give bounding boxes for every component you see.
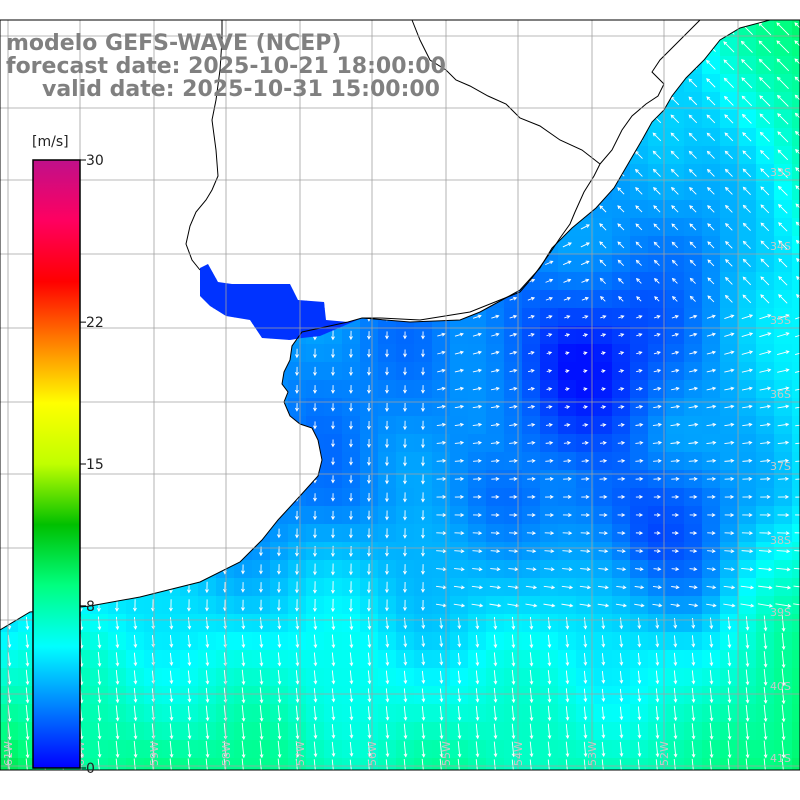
colorbar-tick-label: 8 [86,599,95,615]
title-model: modelo GEFS-WAVE (NCEP) [6,31,341,56]
longitude-label: 55W [440,741,453,766]
latitude-label: 41S [770,752,791,765]
latitude-label: 37S [770,460,791,473]
longitude-label: 56W [366,741,379,766]
colorbar-ticks: 0 8 15 22 30 [80,153,104,777]
colorbar-scale [32,159,81,769]
longitude-label: 61W [2,741,15,766]
latitude-labels: 33S 34S 35S 36S 37S 38S 39S 40S 41S [770,166,791,765]
latitude-label: 34S [770,240,791,253]
colorbar-tick-label: 30 [86,153,104,169]
argentina-border [185,20,223,271]
title-forecast-date: forecast date: 2025-10-21 18:00:00 [6,54,446,79]
longitude-label: 57W [294,741,307,766]
colorbar-unit: [m/s] [32,134,69,150]
lat-lon-grid [0,20,800,770]
longitude-label: 53W [586,741,599,766]
longitude-label: 52W [658,741,671,766]
map-frame [0,19,800,771]
latitude-label: 39S [770,606,791,619]
longitude-label: 54W [512,741,525,766]
colorbar: [m/s] 0 8 15 22 30 [32,134,104,777]
longitude-label: 59W [148,741,161,766]
title-valid-date: valid date: 2025-10-31 15:00:00 [42,77,440,102]
latitude-label: 40S [770,680,791,693]
latitude-label: 38S [770,534,791,547]
colorbar-tick-label: 22 [86,315,104,331]
longitude-label: 58W [220,741,233,766]
latitude-label: 36S [770,388,791,401]
colorbar-tick-label: 15 [86,457,104,473]
latitude-label: 35S [770,314,791,327]
brazil-border [599,19,701,165]
coastline [0,19,771,631]
uruguay-coast [362,19,601,321]
longitude-labels: 61W60W59W58W57W56W55W54W53W52W [2,741,671,766]
latitude-label: 33S [770,166,791,179]
colorbar-tick-label: 0 [86,761,95,777]
